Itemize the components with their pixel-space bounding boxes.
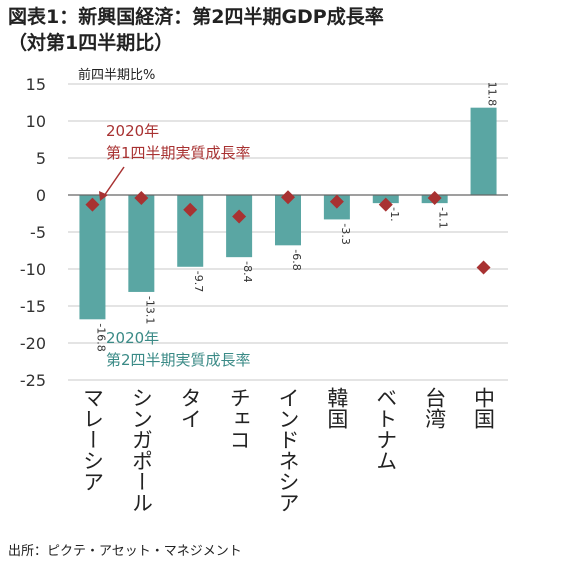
bar-value-label: -16.8 [94, 323, 107, 351]
bar-value-label: 11.8 [486, 82, 499, 107]
y-tick-label: 10 [26, 112, 46, 131]
x-category-label: タイ [178, 387, 202, 429]
x-category-label: シンガポール [129, 387, 153, 513]
bar-value-label: -1. [388, 207, 401, 221]
q1-marker [329, 194, 344, 209]
source-note: 出所：ピクテ・アセット・マネジメント [8, 544, 242, 559]
bar [470, 107, 497, 195]
q2-annotation-line1: 2020年 [106, 329, 159, 347]
q1-marker [281, 190, 295, 205]
bar-value-label: -8.4 [241, 261, 254, 282]
y-tick-label: 15 [26, 75, 46, 94]
y-tick-label: -5 [30, 223, 46, 242]
q1-marker [232, 209, 247, 224]
bar [79, 195, 106, 320]
q1-marker [85, 197, 100, 212]
x-category-label: 台湾 [423, 387, 447, 429]
x-category-label: 中国 [472, 387, 496, 429]
bar-value-label: -9.7 [192, 271, 205, 292]
bar-value-label: -6.8 [290, 249, 303, 270]
q1-annotation-line2: 第1四半期実質成長率 [106, 144, 251, 162]
y-tick-label: 5 [36, 149, 46, 168]
chart-subtitle: （対第1四半期比） [8, 32, 174, 54]
x-category-label: ベトナム [374, 387, 398, 471]
x-category-label: 韓国 [325, 387, 349, 429]
q1-annotation-line1: 2020年 [106, 122, 159, 140]
q1-annotation-arrowhead [99, 191, 108, 201]
y-tick-label: -25 [20, 371, 46, 390]
bar-value-label: -13.1 [143, 296, 156, 324]
x-category-label: マレーシア [80, 387, 104, 492]
x-category-label: インドネシア [276, 387, 300, 513]
q1-marker [183, 202, 198, 217]
q1-marker [427, 190, 442, 205]
q1-marker [476, 260, 491, 275]
y-tick-label: -10 [20, 260, 46, 279]
bar-value-label: -1.1 [437, 207, 450, 228]
q1-marker [378, 197, 393, 212]
q1-annotation-arrow [103, 166, 125, 197]
y-tick-label: 0 [36, 186, 46, 205]
chart-title: 図表1：新興国経済：第2四半期GDP成長率 [8, 6, 384, 28]
q2-annotation-line2: 第2四半期実質成長率 [106, 351, 251, 369]
y-tick-label: -20 [20, 334, 46, 353]
bar-value-label: -3.3 [339, 223, 352, 244]
bar [128, 195, 155, 292]
bar [226, 195, 253, 258]
y-tick-label: -15 [20, 297, 46, 316]
q1-marker [134, 190, 149, 205]
x-category-label: チェコ [227, 387, 251, 450]
y-axis-label: 前四半期比% [78, 67, 155, 83]
